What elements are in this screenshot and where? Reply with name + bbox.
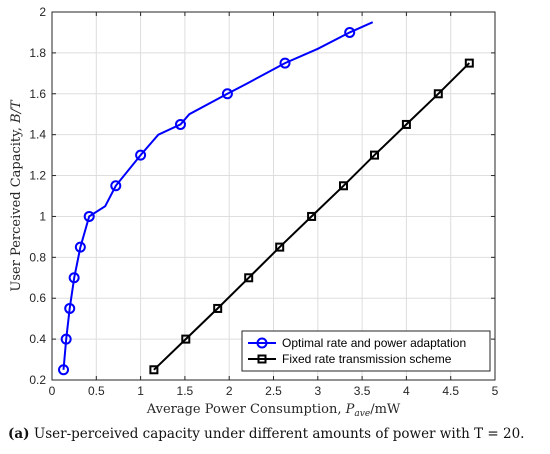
y-tick-label: 1.2: [29, 169, 46, 183]
data-point-square: [149, 365, 159, 375]
data-point-circle: [135, 149, 147, 161]
data-point-square: [370, 150, 380, 160]
x-tick-label: 1: [137, 384, 144, 398]
x-tick-label: 2.5: [265, 384, 282, 398]
y-tick-label: 1: [39, 209, 46, 223]
series-optimal-rate: [58, 21, 374, 376]
figure-caption: (a) User-perceived capacity under differ…: [8, 426, 548, 442]
data-point-circle: [60, 333, 72, 345]
y-tick-label: 0.8: [29, 250, 46, 264]
y-tick-label: 0.2: [29, 373, 46, 387]
data-point-circle: [68, 272, 80, 284]
data-point-circle: [58, 364, 70, 376]
grid: [51, 11, 496, 381]
x-tick-label: 4: [403, 384, 410, 398]
capacity-chart: 0 0.5 1 1.5 2 2.5 3 3.5 4 4.5 5 0.2 0.4 0.6 0.8 1 1.2 1.4…: [9, 5, 499, 419]
legend: Optimal rate and power adaptation Fixed r…: [241, 330, 491, 372]
y-axis-label-prefix: User Perceived Capacity,: [9, 123, 24, 292]
data-point-square: [275, 242, 285, 252]
x-axis-label-symbol: P: [345, 402, 355, 417]
series-layer: [58, 21, 474, 376]
data-point-circle: [110, 180, 122, 192]
x-axis-label-unit: /mW: [370, 402, 401, 417]
data-point-circle: [279, 57, 291, 69]
legend-box: [241, 330, 491, 372]
data-point-circle: [83, 210, 95, 222]
y-tick-label: 0.4: [29, 332, 46, 346]
data-point-square: [338, 181, 348, 191]
data-point-circle: [64, 302, 76, 314]
legend-marker-circle: [256, 337, 268, 349]
data-point-circle: [74, 241, 86, 253]
legend-marker-square: [257, 354, 267, 364]
x-tick-label: 0: [49, 384, 56, 398]
legend-item: Optimal rate and power adaptation: [248, 336, 466, 350]
x-tick-label: 1.5: [177, 384, 194, 398]
legend-item: Fixed rate transmission scheme: [248, 352, 452, 366]
data-point-square: [244, 273, 254, 283]
series-line: [153, 62, 471, 371]
legend-label: Optimal rate and power adaptation: [282, 336, 466, 350]
y-tick-label: 1.8: [29, 46, 46, 60]
legend-label: Fixed rate transmission scheme: [282, 352, 452, 366]
data-point-square: [464, 58, 474, 68]
x-tick-label: 0.5: [88, 384, 105, 398]
y-tick-label: 0.6: [29, 291, 46, 305]
data-point-square: [401, 119, 411, 129]
caption-tag: (a): [8, 426, 30, 442]
y-axis-label-fraction: B/T: [9, 99, 24, 124]
y-tick-label: 1.4: [29, 128, 46, 142]
series-line: [62, 21, 374, 370]
y-tick-label: 1.6: [29, 87, 46, 101]
axis-ticks: 0 0.5 1 1.5 2 2.5 3 3.5 4 4.5 5 0.2 0.4 0.6 0.8 1 1.2 1.4…: [29, 5, 498, 398]
data-point-circle: [344, 26, 356, 38]
x-axis-label: Average Power Consumption, Pave/mW: [146, 402, 401, 419]
data-point-circle: [221, 88, 233, 100]
x-axis-label-prefix: Average Power Consumption,: [146, 402, 346, 417]
y-tick-label: 2: [39, 5, 46, 19]
y-axis-label: User Perceived Capacity, B/T: [9, 99, 24, 292]
series-fixed-rate: [149, 58, 474, 375]
data-point-square: [307, 211, 317, 221]
data-point-circle: [174, 118, 186, 130]
x-tick-label: 4.5: [442, 384, 459, 398]
data-point-square: [213, 303, 223, 313]
caption-text: User-perceived capacity under different …: [33, 426, 525, 442]
data-point-square: [181, 334, 191, 344]
data-point-square: [433, 89, 443, 99]
x-tick-label: 3.5: [354, 384, 371, 398]
x-axis-label-subscript: ave: [354, 409, 370, 419]
x-tick-label: 5: [492, 384, 499, 398]
x-tick-label: 3: [314, 384, 321, 398]
x-tick-label: 2: [226, 384, 233, 398]
